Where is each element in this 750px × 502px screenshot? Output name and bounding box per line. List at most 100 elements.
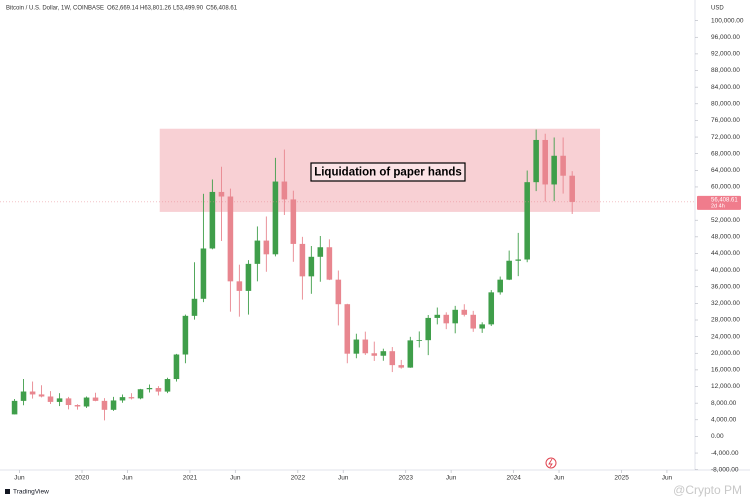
candle-body <box>416 340 423 341</box>
y-tick-label: 88,000.00 <box>711 67 740 74</box>
y-tick-label: 72,000.00 <box>711 134 740 141</box>
x-tick-label: Jun <box>554 475 565 482</box>
x-tick-label: 2025 <box>614 475 629 482</box>
candle-layer <box>11 129 575 421</box>
footer: TradingView <box>13 489 49 496</box>
candle-body <box>200 248 207 299</box>
candle-body <box>434 314 441 318</box>
x-tick-label: 2022 <box>291 475 306 482</box>
candle-body <box>443 314 450 324</box>
candle-body <box>506 260 512 280</box>
y-tick-label: 12,000.00 <box>711 383 740 390</box>
y-tick-label: 28,000.00 <box>711 317 740 324</box>
y-tick-label: 80,000.00 <box>711 101 740 108</box>
candle-body <box>452 309 458 324</box>
candle-body <box>83 397 90 407</box>
y-tick-label: 40,000.00 <box>711 267 740 274</box>
symbol: Bitcoin / U.S. Dollar, 1W, COINBASE <box>6 6 104 12</box>
alert-circle[interactable] <box>545 457 557 469</box>
ohlc-open: O62,669.14 <box>107 6 139 12</box>
candle-body <box>20 391 27 401</box>
candle-body <box>290 199 297 244</box>
candle-body <box>173 354 180 380</box>
y-tick-label: 24,000.00 <box>711 333 740 340</box>
currency: USD <box>711 6 724 12</box>
ohlc-low: L53,499.90 <box>173 6 204 12</box>
candle-body <box>119 397 126 401</box>
x-tick-label: Jun <box>14 475 25 482</box>
tradingview-logo: TradingView <box>5 489 49 496</box>
candle-body <box>65 398 72 406</box>
candle-body <box>344 304 351 354</box>
candle-body <box>470 314 477 329</box>
candle-body <box>227 196 234 282</box>
candle-body <box>146 387 153 390</box>
candle-body <box>335 279 342 305</box>
candle-body <box>155 387 162 392</box>
y-tick-label: 48,000.00 <box>711 234 740 241</box>
candle-body <box>191 298 198 316</box>
candle-body <box>254 240 261 264</box>
y-tick-label: 36,000.00 <box>711 283 740 290</box>
alert-icon[interactable] <box>545 457 557 469</box>
candle-body <box>497 279 503 293</box>
candle-body <box>569 175 575 202</box>
y-tick-label: 4,000.00 <box>711 417 737 424</box>
x-tick-label: 2024 <box>506 475 521 482</box>
x-tick-label: Jun <box>122 475 133 482</box>
candle-body <box>317 247 324 257</box>
y-tick-label: 96,000.00 <box>711 34 740 41</box>
candle-body <box>389 351 396 366</box>
candle-body <box>137 389 144 399</box>
candle-body <box>533 139 539 183</box>
y-tick-label: 16,000.00 <box>711 367 740 374</box>
candle-body <box>29 391 36 395</box>
candle-body <box>38 394 45 397</box>
x-tick-label: 2021 <box>183 475 198 482</box>
logo-icon <box>5 489 10 494</box>
candle-body <box>353 339 360 354</box>
candle-body <box>560 155 566 176</box>
x-tick-label: Jun <box>662 475 673 482</box>
candle-body <box>218 191 225 197</box>
annotation-box <box>310 162 466 182</box>
y-tick-label: 0.00 <box>711 433 724 440</box>
candle-body <box>281 181 288 200</box>
candle-body <box>182 315 189 355</box>
candle-body <box>425 317 432 341</box>
candle-body <box>74 405 81 407</box>
alert-bolt[interactable] <box>548 458 553 468</box>
x-tick-label: Jun <box>338 475 349 482</box>
candle-body <box>551 155 557 185</box>
y-tick-label: 68,000.00 <box>711 150 740 157</box>
candle-body <box>128 397 135 399</box>
candle-body <box>299 243 306 277</box>
ohlc-high: H63,801.26 <box>140 6 172 12</box>
y-tick-label: 32,000.00 <box>711 300 740 307</box>
candle-body <box>164 379 171 392</box>
y-tick-label: 20,000.00 <box>711 350 740 357</box>
y-tick-label: 8,000.00 <box>711 400 737 407</box>
y-tick-label: 84,000.00 <box>711 84 740 91</box>
candle-body <box>92 397 99 401</box>
candle-body <box>308 256 315 277</box>
y-tick-label: 52,000.00 <box>711 217 740 224</box>
price-label: 56,408.61 <box>711 197 738 203</box>
y-tick-label: 60,000.00 <box>711 184 740 191</box>
y-tick-label: 76,000.00 <box>711 117 740 124</box>
x-tick-label: 2020 <box>75 475 90 482</box>
y-tick-label: 100,000.00 <box>711 17 744 24</box>
watermark: @Crypto PM <box>673 483 742 497</box>
countdown: 2d 4h <box>711 204 725 210</box>
candle-body <box>236 281 243 291</box>
x-tick-label: 2023 <box>399 475 414 482</box>
price-label-box <box>697 195 741 210</box>
y-tick-label: 92,000.00 <box>711 51 740 58</box>
candle-body <box>524 182 530 260</box>
annotation: Liquidation of paper hands <box>314 167 462 179</box>
candle-body <box>110 400 117 410</box>
candle-body <box>245 263 252 291</box>
candle-body <box>542 139 548 185</box>
